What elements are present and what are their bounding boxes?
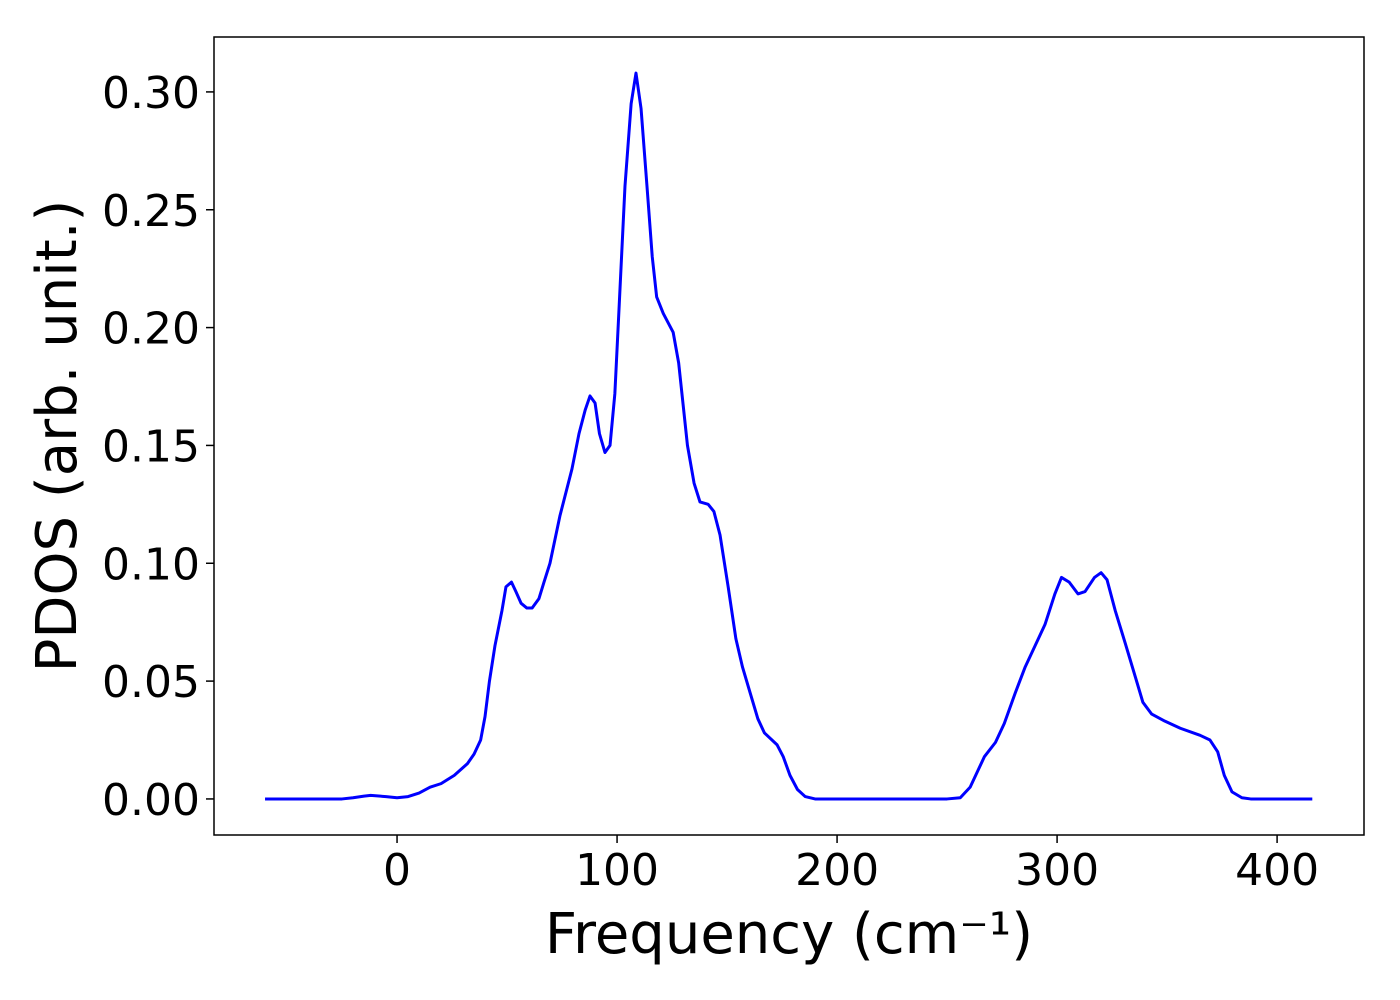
data-line: [265, 71, 1313, 801]
x-tick-label: 100: [575, 845, 659, 896]
y-tick-label: 0.10: [102, 539, 200, 590]
x-tick-label: 0: [383, 845, 411, 896]
x-axis-label: Frequency (cm⁻¹): [545, 902, 1033, 967]
x-tick-label: 400: [1235, 845, 1319, 896]
x-tick-label: 300: [1015, 845, 1099, 896]
y-tick-label: 0.20: [102, 304, 200, 355]
y-tick-label: 0.30: [102, 68, 200, 119]
y-tick-label: 0.05: [102, 657, 200, 708]
plot-frame: [213, 36, 1365, 836]
y-tick-label: 0.15: [102, 421, 200, 472]
x-tick-label: 200: [795, 845, 879, 896]
y-tick-label: 0.25: [102, 186, 200, 237]
y-axis-label: PDOS (arb. unit.): [25, 200, 90, 673]
y-tick-label: 0.00: [102, 775, 200, 826]
